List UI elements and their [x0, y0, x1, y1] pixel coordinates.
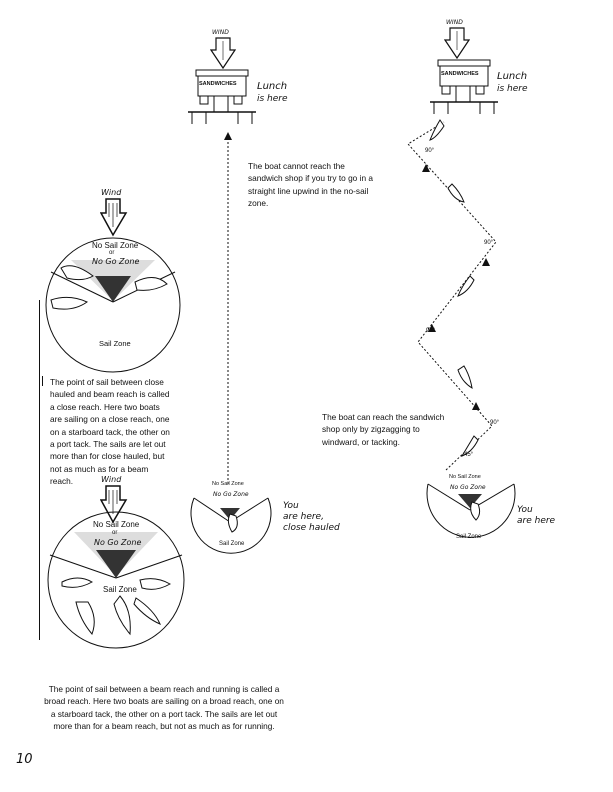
angle-label-5: 45° — [464, 452, 474, 458]
tacking-diagram — [426, 483, 516, 538]
boat-icon — [61, 577, 172, 636]
sail-zone-label-4: Sail Zone — [456, 534, 482, 540]
you-here-1a: You — [283, 501, 299, 511]
sandwich-shop-icon — [430, 59, 498, 114]
straight-course-line — [224, 132, 232, 484]
you-here-1b: are here, — [283, 512, 324, 522]
wind-arrow-icon — [210, 37, 236, 70]
wind-arrow-icon — [100, 485, 128, 524]
close-reach-diagram — [45, 237, 181, 373]
lunch-label-2: Lunch — [497, 71, 528, 82]
angle-label-1: 90° — [425, 148, 435, 154]
wind-label-2: Wind — [101, 475, 122, 484]
angle-label-3: 90° — [426, 328, 436, 334]
wind-arrow-icon — [100, 198, 128, 237]
broad-reach-text: The point of sail between a beam reach a… — [44, 684, 284, 732]
no-sail-zone-label-1: No Sail Zone — [92, 241, 139, 250]
broad-reach-diagram — [47, 511, 185, 649]
page-number: 10 — [16, 752, 33, 767]
margin-mark — [42, 376, 43, 386]
tack-text: The boat can reach the sandwich shop onl… — [322, 412, 445, 447]
no-go-zone-label-1: No Go Zone — [92, 257, 140, 266]
sail-zone-label-2: Sail Zone — [103, 585, 137, 594]
lunch-label-1: Lunch — [257, 81, 288, 92]
no-sail-zone-label-3: No Sail Zone — [212, 481, 244, 487]
no-sail-zone-label-4: No Sail Zone — [449, 474, 481, 480]
no-go-zone-label-3: No Go Zone — [213, 491, 249, 498]
angle-label-2: 90° — [484, 240, 494, 246]
shop-sign-1: SANDWICHES — [199, 81, 237, 87]
shop-sign-2: SANDWICHES — [441, 71, 479, 77]
wind-arrow-icon — [444, 27, 470, 60]
or-label-1: or — [109, 250, 115, 256]
wind-label: Wind — [101, 188, 122, 197]
or-label-2: or — [112, 530, 118, 536]
angle-label-4: 90° — [490, 420, 500, 426]
lunch-label-1b: is here — [257, 94, 288, 104]
no-go-zone-label-2: No Go Zone — [94, 538, 142, 547]
sail-zone-label-1: Sail Zone — [99, 339, 131, 348]
sandwich-shop-icon — [188, 69, 256, 124]
you-here-1c: close hauled — [283, 523, 340, 533]
boat-icon — [50, 265, 168, 310]
you-here-2a: You — [517, 505, 533, 515]
no-go-zone-label-4: No Go Zone — [450, 484, 486, 491]
no-sail-zone-label-2: No Sail Zone — [93, 520, 140, 529]
you-here-2b: are here — [517, 516, 556, 526]
close-hauled-diagram — [190, 497, 272, 554]
sail-zone-label-3: Sail Zone — [219, 541, 245, 547]
boat-icon — [429, 119, 479, 458]
tacking-course — [407, 119, 497, 471]
margin-bar — [39, 300, 40, 640]
no-sail-text: The boat cannot reach the sandwich shop … — [248, 161, 373, 209]
lunch-label-2b: is here — [497, 84, 528, 94]
close-reach-text: The point of sail between close hauled a… — [50, 377, 170, 487]
top-wind-label-2: WIND — [446, 19, 463, 26]
top-wind-label-1: WIND — [212, 29, 229, 36]
